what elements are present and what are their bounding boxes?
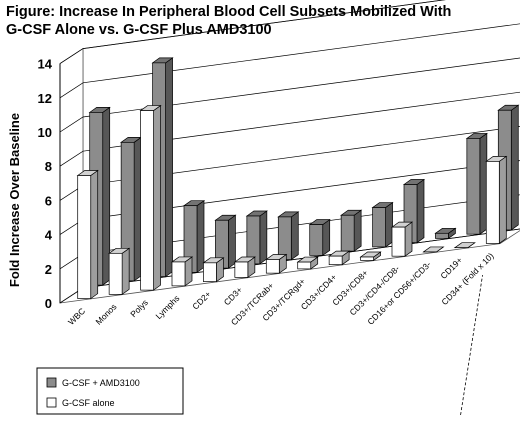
bar-g-csf-amd3100 (245, 210, 268, 265)
x-tick-label: Polys (128, 297, 150, 319)
gridline (59, 91, 520, 167)
y-tick-label: 8 (45, 159, 52, 174)
bar-g-csf-alone (139, 104, 162, 291)
bar-g-csf-alone (76, 169, 99, 300)
bar-g-csf-alone (485, 155, 508, 245)
x-tick-label: Lymphs (154, 293, 182, 321)
gridline (59, 23, 520, 99)
legend-box (36, 367, 184, 415)
gridline (59, 57, 520, 133)
bar-g-csf-amd3100 (371, 201, 394, 248)
bar-g-csf-amd3100 (120, 136, 143, 282)
bar-g-csf-alone (170, 256, 194, 287)
bar-g-csf-alone (359, 251, 382, 262)
bar-g-csf-alone (328, 250, 351, 266)
x-tick-label: Monos (93, 302, 118, 327)
x-tick-label: CD3+ (222, 285, 245, 308)
bar-g-csf-amd3100 (214, 214, 237, 269)
bar-g-csf-amd3100 (434, 227, 457, 240)
y-tick-label: 4 (45, 228, 53, 243)
x-tick-label: CD19+ (438, 255, 464, 281)
bar-g-csf-amd3100 (402, 178, 426, 244)
bar-g-csf-amd3100 (182, 199, 206, 274)
y-tick-label: 0 (45, 296, 52, 311)
bar-g-csf-alone (390, 221, 414, 257)
bar-g-csf-amd3100 (340, 209, 363, 252)
y-tick-labels: 0 2 4 6 8 10 12 14 (38, 57, 53, 311)
gridline (59, 0, 446, 64)
x-tick-label: WBC (66, 306, 87, 327)
y-axis-title: Fold Increase Over Baseline (7, 113, 22, 287)
bar-g-csf-amd3100 (277, 211, 300, 261)
y-tick-label: 14 (38, 57, 53, 72)
y-tick-label: 6 (45, 193, 52, 208)
legend-swatch-gcsf-alone (46, 397, 57, 408)
bars (76, 57, 520, 300)
y-tick-label: 2 (45, 262, 52, 277)
bar-g-csf-alone (453, 242, 476, 249)
bar-g-csf-amd3100 (308, 218, 331, 257)
separator-line (460, 274, 483, 416)
bar-g-csf-amd3100 (465, 132, 488, 235)
legend: G-CSF + AMD3100 G-CSF alone (36, 367, 184, 415)
bar-g-csf-alone (265, 253, 288, 274)
legend-swatch-amd3100 (46, 377, 57, 388)
bar-g-csf-alone (108, 247, 131, 296)
bar-g-csf-alone (296, 256, 319, 270)
x-tick-label: CD34+ (Fold x 10) (439, 251, 495, 307)
bar-g-csf-alone (233, 256, 256, 279)
x-tick-label: CD2+ (190, 289, 213, 312)
y-tick-label: 12 (38, 91, 52, 106)
bar-g-csf-alone (422, 246, 445, 253)
y-tick-label: 10 (38, 125, 52, 140)
legend-label-gcsf-alone: G-CSF alone (62, 398, 115, 408)
chart-title: Figure: Increase In Peripheral Blood Cel… (6, 4, 452, 38)
bar-g-csf-alone (202, 257, 225, 283)
x-tick-label: CD3+/CD4+ (299, 272, 339, 312)
legend-label-amd3100: G-CSF + AMD3100 (62, 378, 140, 388)
